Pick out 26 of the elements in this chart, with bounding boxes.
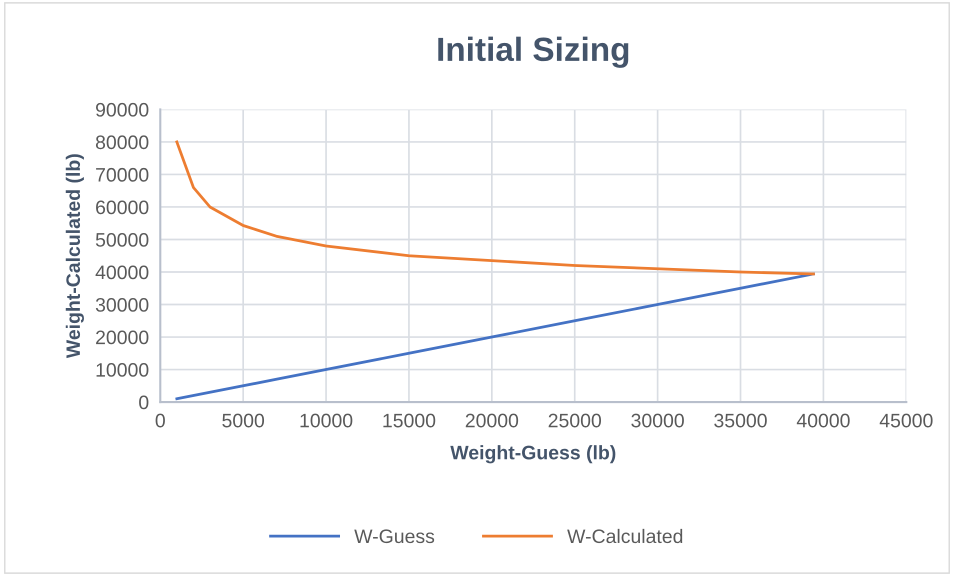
legend-label: W-Guess — [354, 529, 434, 544]
x-tick-label: 10000 — [300, 414, 352, 428]
x-axis-title: Weight-Guess (lb) — [450, 445, 616, 464]
y-tick-label: 40000 — [96, 265, 148, 280]
y-axis-title: Weight-Calculated (lb) — [66, 154, 84, 358]
x-tick-label: 30000 — [631, 414, 684, 428]
y-tick-label: 30000 — [96, 298, 148, 312]
chart-title: Initial Sizing — [438, 36, 628, 68]
y-tick-label: 50000 — [96, 232, 148, 247]
y-tick-label: 20000 — [96, 330, 148, 344]
y-tick-label: 90000 — [96, 102, 148, 117]
x-tick-label: 0 — [156, 414, 165, 428]
y-tick-label: 10000 — [96, 363, 148, 377]
x-tick-label: 35000 — [714, 414, 767, 428]
y-tick-label: 60000 — [96, 200, 148, 214]
x-tick-label: 20000 — [466, 414, 518, 428]
x-tick-label: 5000 — [222, 414, 264, 428]
legend-label: W-Calculated — [567, 528, 682, 544]
x-tick-label: 15000 — [383, 414, 436, 428]
y-tick-label: 80000 — [96, 135, 148, 150]
x-tick-label: 45000 — [880, 414, 933, 428]
x-tick-label: 40000 — [796, 414, 850, 428]
y-tick-label: 70000 — [96, 168, 148, 182]
y-tick-label: 0 — [139, 396, 148, 410]
x-tick-label: 25000 — [548, 414, 602, 428]
line-series — [175, 140, 815, 276]
